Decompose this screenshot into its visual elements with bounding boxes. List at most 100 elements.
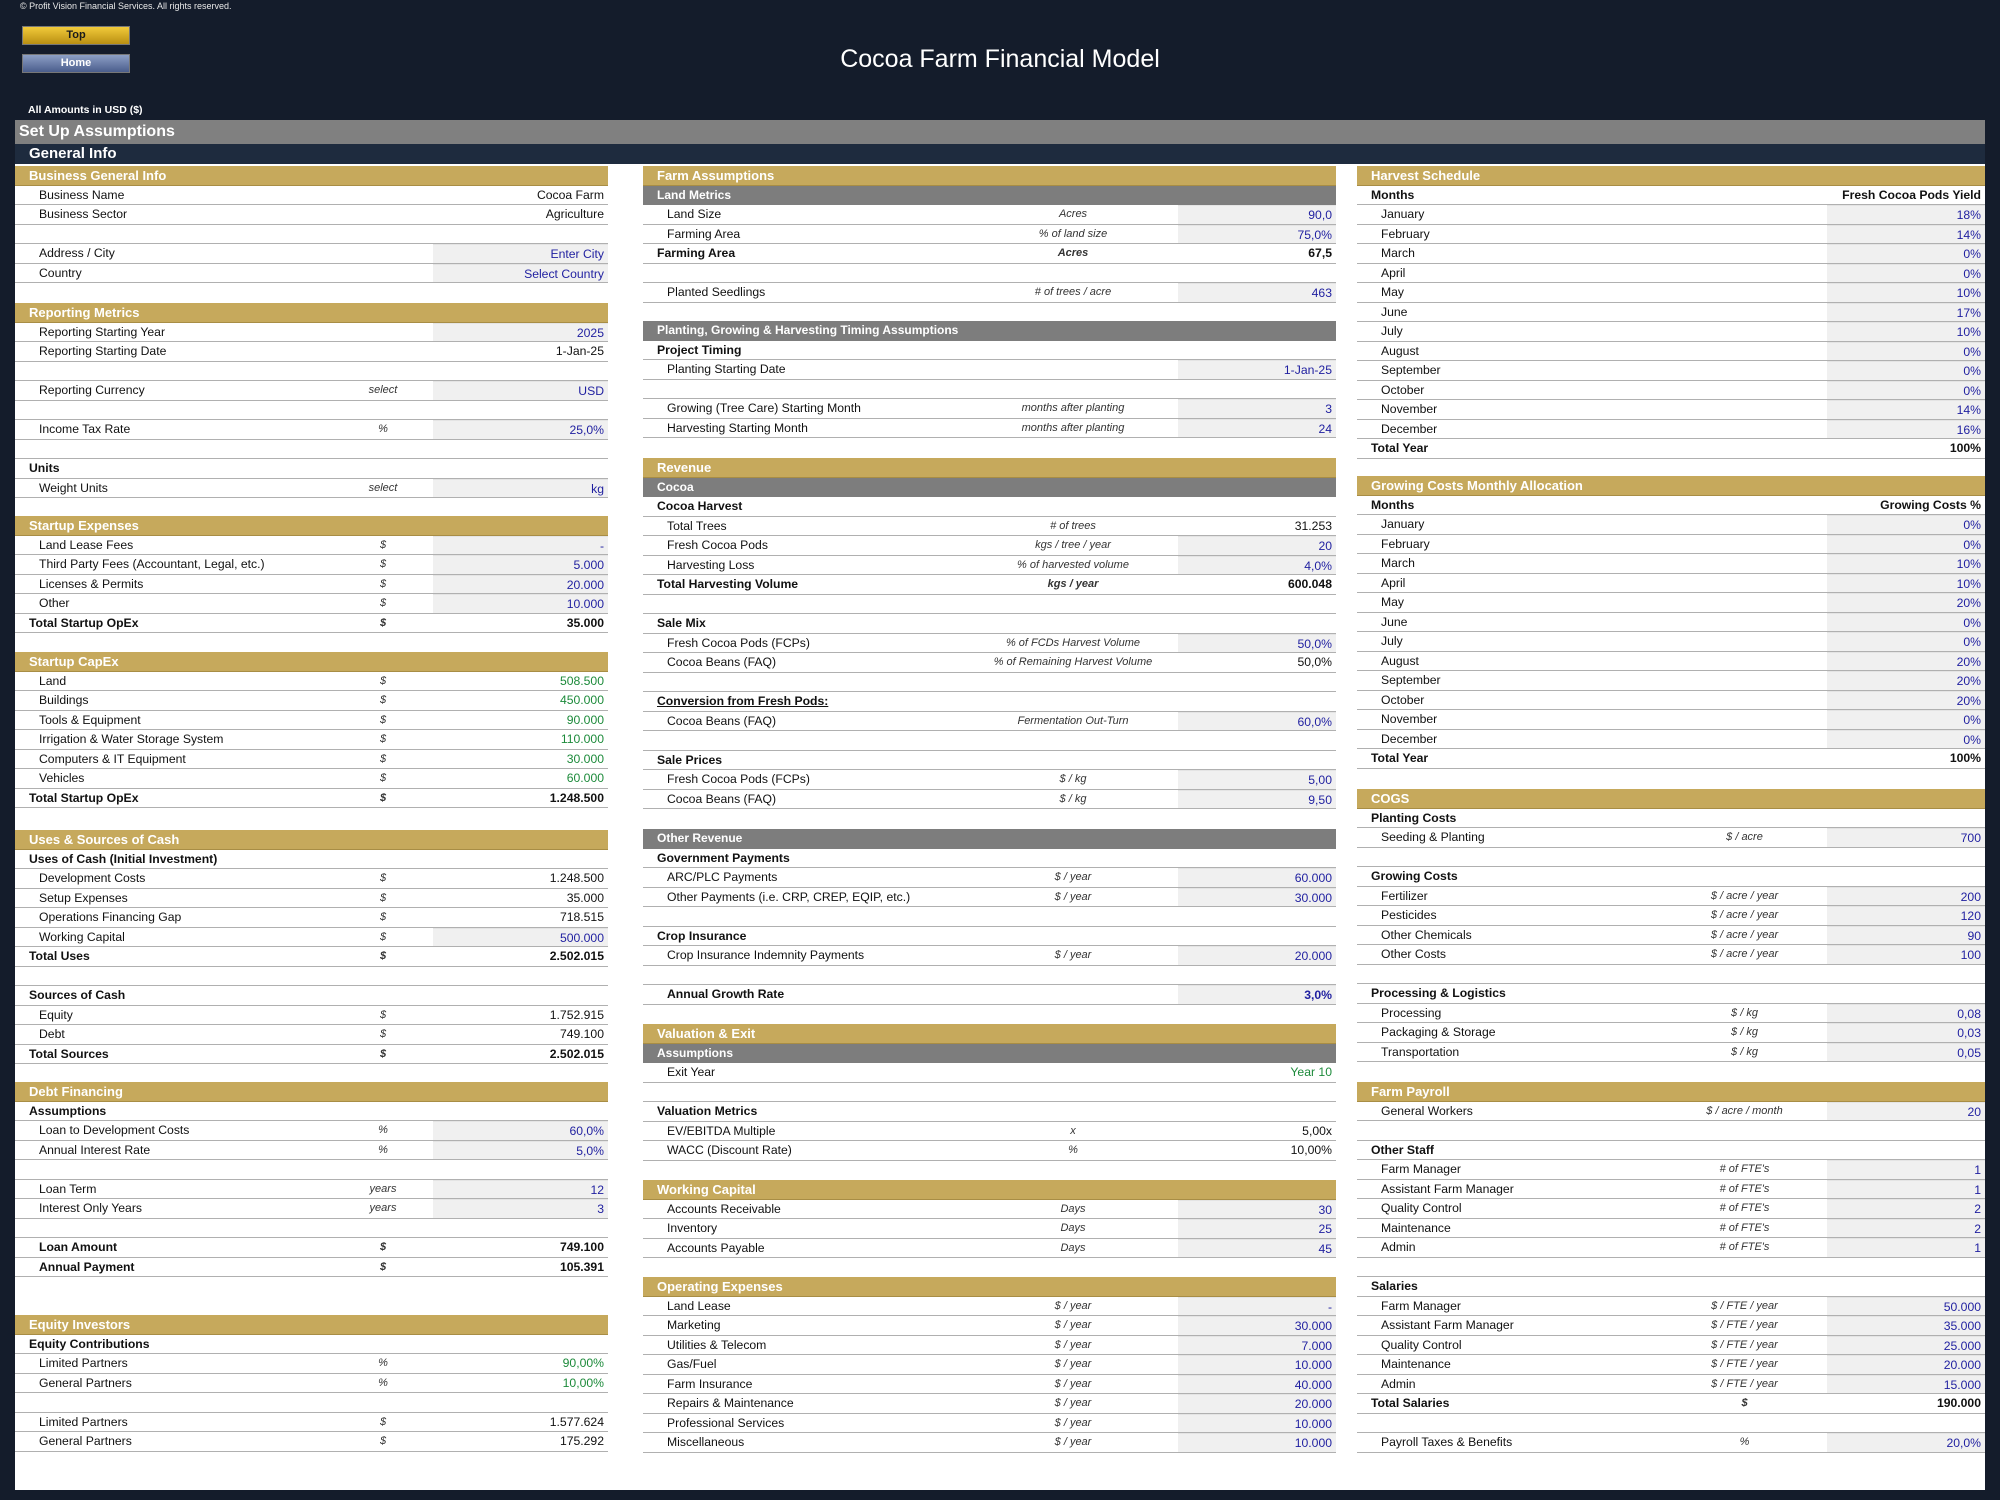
- input-cell[interactable]: 20: [1827, 1101, 1985, 1120]
- input-cell[interactable]: 10%: [1827, 554, 1985, 573]
- input-cell[interactable]: 0%: [1827, 729, 1985, 748]
- input-cell[interactable]: 500.000: [433, 927, 608, 946]
- input-cell[interactable]: 200: [1827, 886, 1985, 905]
- input-cell[interactable]: 3: [433, 1199, 608, 1218]
- input-cell[interactable]: kg: [433, 478, 608, 497]
- row-unit: $ / FTE / year: [1711, 1319, 1778, 1332]
- row-unit: $: [379, 694, 387, 707]
- input-cell[interactable]: Enter City: [433, 244, 608, 263]
- input-cell[interactable]: 0,03: [1827, 1023, 1985, 1042]
- input-cell[interactable]: 100: [1827, 945, 1985, 964]
- input-cell[interactable]: 5.000: [433, 555, 608, 574]
- input-cell[interactable]: 0%: [1827, 341, 1985, 360]
- input-cell[interactable]: 20.000: [433, 574, 608, 593]
- input-cell[interactable]: 2025: [433, 322, 608, 341]
- input-cell[interactable]: 50.000: [1827, 1296, 1985, 1315]
- input-cell[interactable]: 12: [433, 1179, 608, 1198]
- input-cell[interactable]: 90,0: [1178, 205, 1336, 224]
- input-cell[interactable]: 1-Jan-25: [1178, 360, 1336, 379]
- input-cell[interactable]: 25,0%: [433, 420, 608, 439]
- input-cell[interactable]: 60.000: [1178, 868, 1336, 887]
- input-cell[interactable]: 0%: [1827, 244, 1985, 263]
- input-cell[interactable]: 3,0%: [1178, 985, 1336, 1004]
- row-unit: Days: [1060, 1222, 1086, 1235]
- input-cell[interactable]: 25: [1178, 1219, 1336, 1238]
- input-cell[interactable]: 10.000: [1178, 1355, 1336, 1374]
- input-cell[interactable]: 7.000: [1178, 1335, 1336, 1354]
- input-cell[interactable]: 5,0%: [433, 1140, 608, 1159]
- value-cell: [1827, 1258, 1985, 1277]
- top-button[interactable]: Top: [22, 26, 130, 45]
- input-cell[interactable]: 0,08: [1827, 1003, 1985, 1022]
- input-cell[interactable]: 20,0%: [1827, 1433, 1985, 1452]
- input-cell[interactable]: 10%: [1827, 283, 1985, 302]
- input-cell[interactable]: 40.000: [1178, 1374, 1336, 1393]
- row-other-costs: Other Costs $ / acre / year 100: [1357, 945, 1985, 965]
- input-cell[interactable]: 10%: [1827, 322, 1985, 341]
- input-cell[interactable]: USD: [433, 381, 608, 400]
- input-cell[interactable]: 20%: [1827, 593, 1985, 612]
- input-cell[interactable]: 0%: [1827, 515, 1985, 534]
- input-cell[interactable]: 0%: [1827, 263, 1985, 282]
- input-cell[interactable]: 1: [1827, 1238, 1985, 1257]
- input-cell[interactable]: 18%: [1827, 205, 1985, 224]
- input-cell[interactable]: 50,0%: [1178, 633, 1336, 652]
- input-cell[interactable]: -: [433, 535, 608, 554]
- input-cell[interactable]: 14%: [1827, 224, 1985, 243]
- input-cell[interactable]: 0%: [1827, 710, 1985, 729]
- input-cell[interactable]: 0%: [1827, 380, 1985, 399]
- input-cell[interactable]: 700: [1827, 828, 1985, 847]
- input-cell[interactable]: 16%: [1827, 419, 1985, 438]
- input-cell[interactable]: 20%: [1827, 651, 1985, 670]
- home-button[interactable]: Home: [22, 54, 130, 73]
- input-cell[interactable]: 14%: [1827, 400, 1985, 419]
- input-cell[interactable]: 2: [1827, 1199, 1985, 1218]
- input-cell[interactable]: 9,50: [1178, 789, 1336, 808]
- input-cell[interactable]: 17%: [1827, 302, 1985, 321]
- input-cell[interactable]: 20%: [1827, 690, 1985, 709]
- input-cell[interactable]: 20.000: [1178, 946, 1336, 965]
- input-cell[interactable]: 10.000: [1178, 1413, 1336, 1432]
- input-cell[interactable]: 15.000: [1827, 1374, 1985, 1393]
- input-cell[interactable]: 10%: [1827, 573, 1985, 592]
- input-cell[interactable]: 0%: [1827, 632, 1985, 651]
- row-unit: $: [379, 1028, 387, 1041]
- input-cell[interactable]: 0%: [1827, 534, 1985, 553]
- input-cell[interactable]: 0%: [1827, 612, 1985, 631]
- input-cell[interactable]: 60,0%: [1178, 711, 1336, 730]
- input-cell[interactable]: 10.000: [433, 594, 608, 613]
- row-label: Months: [1371, 187, 1415, 202]
- input-cell[interactable]: 30.000: [1178, 887, 1336, 906]
- input-cell[interactable]: 30.000: [1178, 1316, 1336, 1335]
- input-cell[interactable]: 1: [1827, 1160, 1985, 1179]
- input-cell[interactable]: 25.000: [1827, 1335, 1985, 1354]
- input-cell[interactable]: 3: [1178, 399, 1336, 418]
- input-cell[interactable]: 20: [1178, 536, 1336, 555]
- input-cell[interactable]: 30: [1178, 1199, 1336, 1218]
- input-cell[interactable]: 20.000: [1178, 1394, 1336, 1413]
- input-cell[interactable]: 5,00: [1178, 770, 1336, 789]
- input-cell[interactable]: 35.000: [1827, 1316, 1985, 1335]
- row-working-capital: Working Capital $500.000: [15, 927, 608, 947]
- input-cell[interactable]: 45: [1178, 1238, 1336, 1257]
- row-blank: [1357, 965, 1985, 984]
- input-cell[interactable]: 463: [1178, 283, 1336, 302]
- input-cell[interactable]: 20.000: [1827, 1355, 1985, 1374]
- input-cell[interactable]: 2: [1827, 1218, 1985, 1237]
- input-cell[interactable]: 0%: [1827, 361, 1985, 380]
- input-cell[interactable]: 60,0%: [433, 1121, 608, 1140]
- input-cell[interactable]: 0,05: [1827, 1042, 1985, 1061]
- input-cell[interactable]: -: [1178, 1296, 1336, 1315]
- input-cell[interactable]: 20%: [1827, 671, 1985, 690]
- input-cell[interactable]: Select Country: [433, 263, 608, 282]
- input-cell[interactable]: 120: [1827, 906, 1985, 925]
- value-cell: 1.752.915: [549, 1007, 604, 1022]
- input-cell[interactable]: 90: [1827, 925, 1985, 944]
- row-unit: $ / acre / year: [1710, 889, 1779, 902]
- input-cell[interactable]: 75,0%: [1178, 224, 1336, 243]
- input-cell[interactable]: 1: [1827, 1179, 1985, 1198]
- value-cell: [433, 967, 608, 986]
- input-cell[interactable]: 10.000: [1178, 1433, 1336, 1452]
- input-cell[interactable]: 24: [1178, 418, 1336, 437]
- input-cell[interactable]: 4,0%: [1178, 555, 1336, 574]
